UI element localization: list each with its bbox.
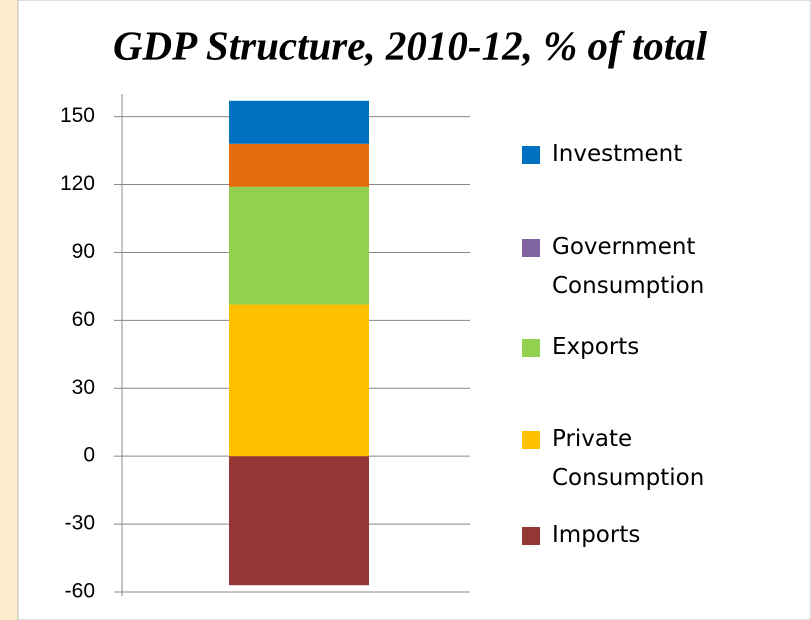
bar-segment — [229, 304, 369, 457]
y-tick-label: -60 — [65, 580, 95, 603]
legend-swatch — [522, 431, 540, 449]
legend-item: Private Consumption — [552, 426, 705, 491]
legend-label: Exports — [552, 334, 640, 360]
bar-segment — [229, 100, 369, 144]
legend-item: Imports — [552, 522, 641, 548]
y-tick-label: 150 — [60, 104, 95, 127]
legend-swatch — [522, 239, 540, 257]
bar-segment — [229, 186, 369, 305]
y-tick-label: 120 — [60, 172, 95, 195]
bar-segment — [229, 456, 369, 586]
legend-item: Investment — [552, 141, 683, 167]
legend-swatch — [522, 527, 540, 545]
legend-label: Investment — [552, 141, 683, 167]
legend-item: Exports — [552, 334, 640, 360]
chart-title: GDP Structure, 2010-12, % of total — [113, 22, 708, 68]
legend-label: Government Consumption — [552, 234, 705, 299]
legend-swatch — [522, 339, 540, 357]
chart-panel — [17, 0, 811, 620]
y-tick-label: 0 — [83, 444, 95, 467]
legend-swatch — [522, 146, 540, 164]
legend-item: Government Consumption — [552, 234, 705, 299]
y-tick-label: -30 — [65, 512, 95, 535]
y-tick-label: 60 — [72, 308, 95, 331]
legend-label: Imports — [552, 522, 641, 548]
bar-segment — [229, 143, 369, 187]
y-tick-label: 30 — [72, 376, 95, 399]
legend-label: Private Consumption — [552, 426, 705, 491]
y-tick-label: 90 — [72, 240, 95, 263]
